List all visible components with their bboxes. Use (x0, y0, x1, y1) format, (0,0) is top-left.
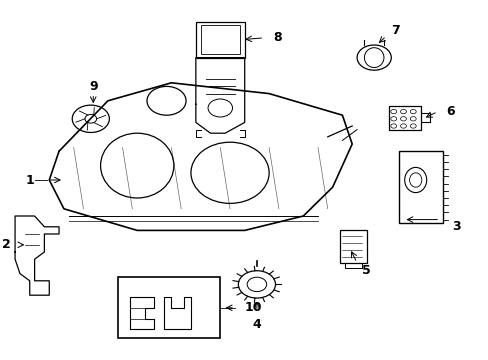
Text: 2: 2 (2, 238, 11, 251)
Bar (118, 277, 220, 338)
Text: 6: 6 (445, 105, 454, 118)
Bar (398, 151, 442, 223)
Text: 9: 9 (89, 80, 98, 93)
Bar (388, 106, 420, 130)
Bar (196, 22, 244, 58)
Text: 8: 8 (272, 31, 281, 44)
Bar (339, 230, 366, 263)
Text: 7: 7 (390, 24, 399, 37)
Text: 5: 5 (361, 264, 370, 276)
Text: 1: 1 (26, 174, 35, 186)
Text: 3: 3 (451, 220, 460, 233)
Text: 4: 4 (252, 318, 261, 330)
Text: 10: 10 (244, 301, 262, 314)
Bar (200, 25, 239, 54)
